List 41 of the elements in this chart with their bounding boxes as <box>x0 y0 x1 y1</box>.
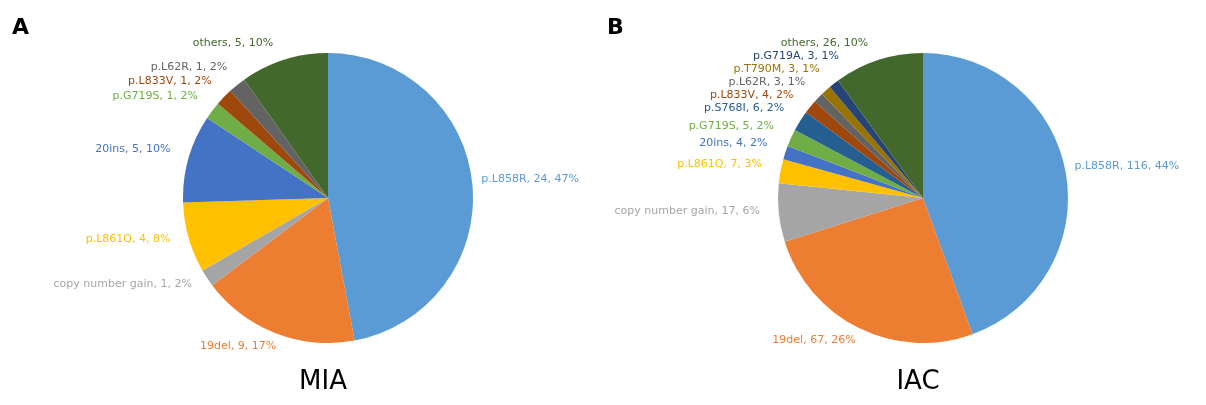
slice-label: p.G719A, 3, 1% <box>753 49 840 62</box>
slice-label: 19del, 9, 17% <box>200 338 277 352</box>
slice-label: 20ins, 4, 2% <box>699 135 768 149</box>
pie-slice <box>202 198 328 286</box>
pie-slice <box>838 53 923 198</box>
pie-slice <box>244 53 328 198</box>
pie-slice <box>212 198 355 343</box>
slice-label: copy number gain, 17, 6% <box>614 203 760 217</box>
slice-label: p.L62R, 3, 1% <box>728 75 806 88</box>
pie-slice <box>783 145 923 198</box>
pie-slice <box>778 183 923 242</box>
pie-slice <box>778 159 923 198</box>
slice-label: others, 26, 10% <box>780 36 869 49</box>
text: MIA <box>299 365 348 395</box>
slice-label: 19del, 67, 26% <box>772 333 856 347</box>
slice-label: p.G719S, 1, 2% <box>112 88 198 102</box>
pie-slice <box>217 90 328 198</box>
text: IAC <box>896 365 940 395</box>
pie-slice <box>787 130 923 198</box>
pie-slice <box>207 103 328 198</box>
slice-label: p.L62R, 1, 2% <box>150 60 228 74</box>
slice-label: p.S768I, 6, 2% <box>704 101 785 114</box>
slice-label: others, 5, 10% <box>192 36 274 49</box>
slice-label: p.L861Q, 4, 8% <box>85 231 171 245</box>
slice-label: p.G719S, 5, 2% <box>688 119 775 133</box>
text: B <box>607 14 624 39</box>
pie-slice <box>183 117 328 203</box>
slice-label: 20ins, 5, 10% <box>95 142 171 156</box>
slice-label: p.L858R, 24, 47% <box>481 171 579 185</box>
slice-label: p.L833V, 4, 2% <box>710 88 794 101</box>
pie-slice <box>328 53 473 341</box>
pie-slice <box>183 198 328 271</box>
slice-label: p.T790M, 3, 1% <box>733 62 820 75</box>
pie-slice <box>923 53 1068 335</box>
pie-slice <box>230 79 328 198</box>
slice-label: p.L861Q, 7, 3% <box>677 156 762 170</box>
slice-label: p.L833V, 1, 2% <box>128 73 212 87</box>
slice-label: copy number gain, 1, 2% <box>53 277 192 291</box>
text: A <box>12 14 30 39</box>
slice-label: p.L858R, 116, 44% <box>1074 158 1180 172</box>
pie-slice <box>794 112 923 198</box>
